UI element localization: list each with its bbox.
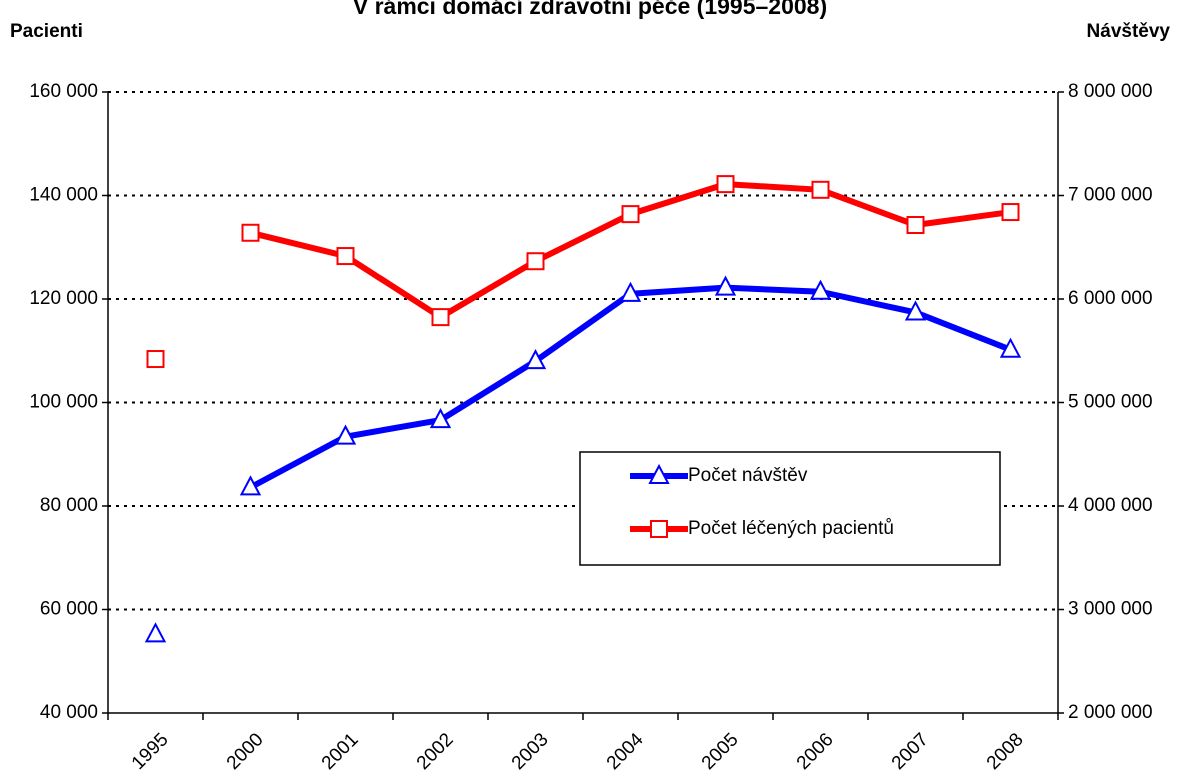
- marker: [904, 300, 927, 321]
- x-tick-label: 2007: [888, 729, 933, 774]
- marker: [999, 337, 1022, 358]
- y2-tick-label: 5 000 000: [1068, 392, 1153, 413]
- marker: [239, 475, 262, 496]
- legend-box: [579, 451, 1001, 566]
- y-tick-label: 60 000: [40, 599, 98, 620]
- y-axis-title: Pacienti: [10, 21, 83, 42]
- marker: [431, 308, 450, 327]
- y2-tick-label: 8 000 000: [1068, 81, 1153, 102]
- marker: [811, 180, 830, 199]
- marker: [429, 407, 452, 429]
- marker: [334, 424, 357, 445]
- y-tick-label: 80 000: [40, 495, 98, 516]
- x-tick-label: 2005: [698, 729, 743, 774]
- marker: [906, 215, 925, 234]
- marker: [809, 279, 832, 300]
- marker: [524, 348, 547, 370]
- marker: [714, 275, 737, 296]
- y2-tick-label: 6 000 000: [1068, 288, 1153, 309]
- y2-tick-label: 7 000 000: [1068, 185, 1153, 206]
- legend-label: Počet návštěv: [688, 465, 808, 486]
- marker: [336, 247, 355, 266]
- x-tick-label: 2000: [223, 729, 268, 774]
- y2-tick-label: 2 000 000: [1068, 702, 1153, 723]
- marker: [526, 252, 545, 271]
- x-tick-label: 2002: [413, 729, 458, 774]
- x-tick-label: 2008: [983, 729, 1028, 774]
- y-tick-label: 100 000: [29, 392, 98, 413]
- marker: [144, 622, 167, 643]
- y-tick-label: 160 000: [29, 81, 98, 102]
- marker: [716, 175, 735, 194]
- marker: [621, 205, 640, 224]
- y-tick-label: 140 000: [29, 185, 98, 206]
- y-tick-label: 120 000: [29, 288, 98, 309]
- y-tick-label: 40 000: [40, 702, 98, 723]
- chart-title: V rámci domácí zdravotní péče (1995–2008…: [353, 0, 827, 19]
- y2-axis-title: Návštěvy: [1087, 21, 1171, 42]
- y2-tick-label: 3 000 000: [1068, 599, 1153, 620]
- legend-marker: [650, 520, 668, 538]
- x-tick-label: 2004: [603, 729, 648, 774]
- x-tick-label: 2001: [318, 729, 363, 774]
- x-tick-label: 2003: [508, 729, 553, 774]
- marker: [619, 281, 642, 302]
- legend: Počet návštěv Počet léčených pacientů: [579, 451, 1001, 566]
- x-tick-label: 2006: [793, 729, 838, 774]
- x-tick-label: 1995: [128, 729, 173, 774]
- y2-tick-label: 4 000 000: [1068, 495, 1153, 516]
- marker: [146, 350, 165, 369]
- legend-label: Počet léčených pacientů: [688, 518, 894, 539]
- marker: [1001, 203, 1020, 222]
- legend-marker: [648, 463, 670, 484]
- marker: [241, 223, 260, 242]
